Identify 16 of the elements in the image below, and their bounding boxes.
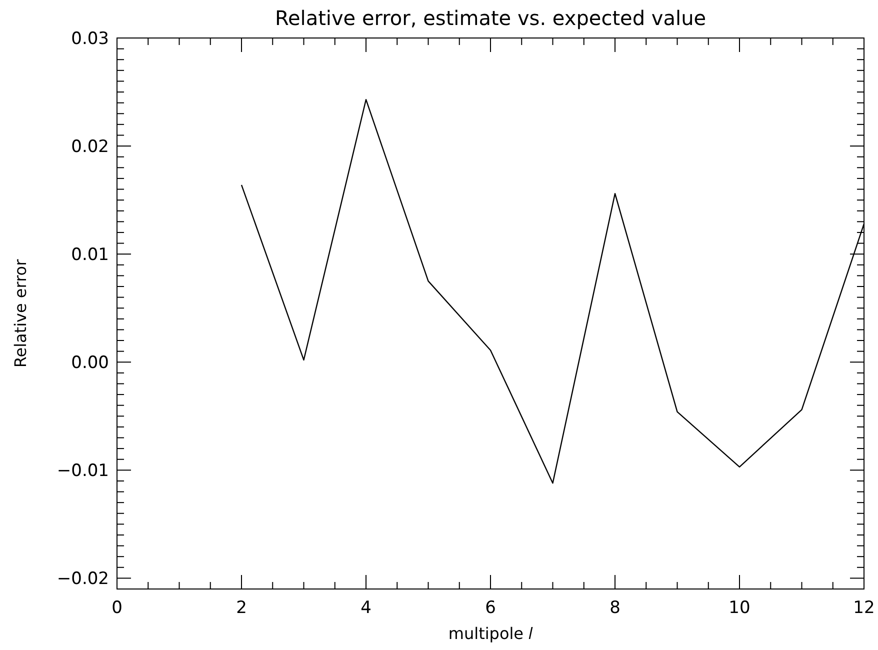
y-tick-label: 0.02 xyxy=(71,137,109,158)
x-tick-label: 2 xyxy=(236,598,247,618)
x-tick-label: 0 xyxy=(112,598,122,618)
x-tick-label: 12 xyxy=(853,598,875,618)
y-tick-label: −0.02 xyxy=(56,569,109,590)
y-axis-title: Relative error xyxy=(11,258,30,368)
x-tick-label: 6 xyxy=(485,598,496,618)
y-tick-label: 0.03 xyxy=(71,29,109,49)
x-tick-label: 10 xyxy=(728,598,750,618)
y-tick-label: −0.01 xyxy=(56,461,109,482)
x-axis-title: multipole 𝑙 xyxy=(448,624,534,643)
x-tick-label: 8 xyxy=(610,598,620,618)
chart-title: Relative error, estimate vs. expected value xyxy=(274,6,706,30)
y-tick-label: 0.01 xyxy=(71,245,109,266)
x-tick-label: 4 xyxy=(360,598,372,618)
y-tick-label: 0.00 xyxy=(71,353,109,374)
